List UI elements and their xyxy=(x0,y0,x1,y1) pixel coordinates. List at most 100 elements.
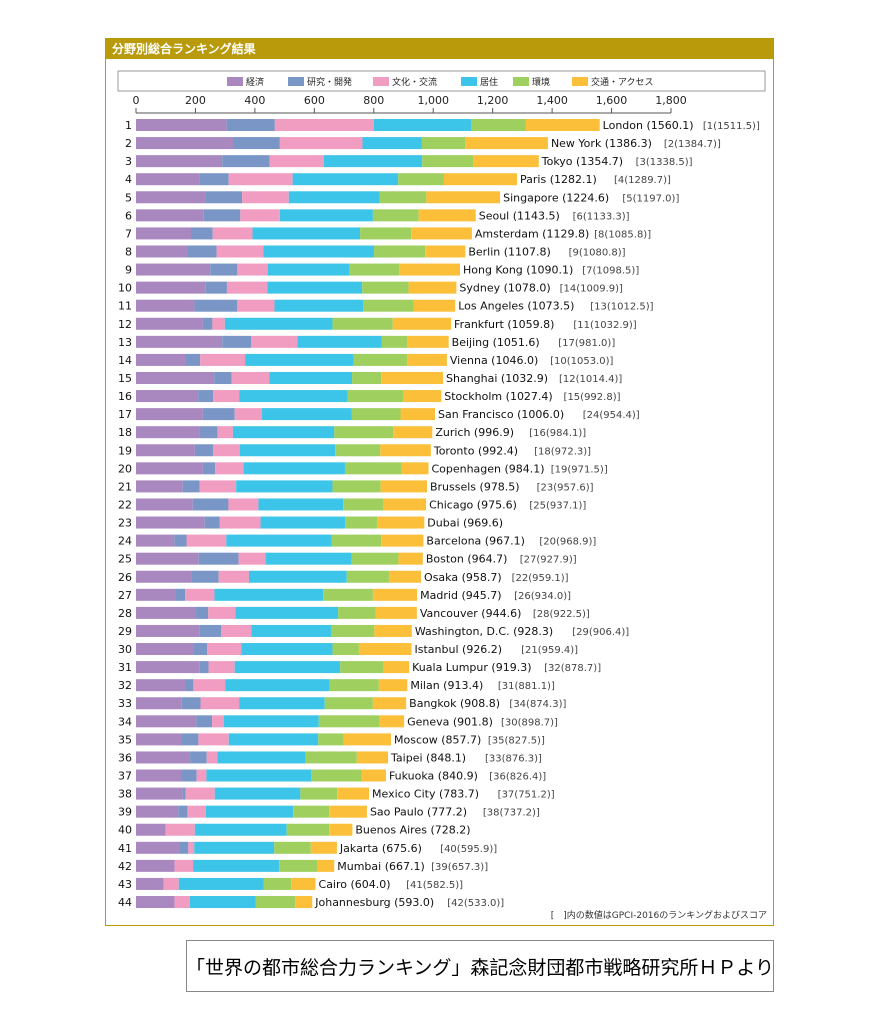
rank-label: 41 xyxy=(118,842,132,855)
bar-segment xyxy=(262,408,352,421)
bar-segment xyxy=(374,624,412,637)
previous-rank-label: [15(992.8)] xyxy=(564,392,621,403)
rank-label: 26 xyxy=(118,571,132,584)
bar-segment xyxy=(214,588,324,601)
rank-label: 32 xyxy=(118,679,132,692)
previous-rank-label: [37(751.2)] xyxy=(498,790,555,801)
city-label: Amsterdam (1129.8) xyxy=(475,227,589,240)
x-tick-label-0: 0 xyxy=(133,94,140,107)
previous-rank-label: [36(826.4)] xyxy=(489,772,546,783)
bar-segment xyxy=(136,408,203,421)
bar-segment xyxy=(251,624,331,637)
bar-segment xyxy=(470,119,526,131)
city-label: Buenos Aires (728.2) xyxy=(355,824,470,837)
bar-segment xyxy=(381,335,408,348)
bar-segment xyxy=(421,137,466,150)
bar-segment xyxy=(380,480,427,493)
bar-segment xyxy=(297,335,382,348)
legend-swatch-5 xyxy=(572,77,588,86)
city-label: Geneva (901.8) xyxy=(407,715,493,728)
bar-segment xyxy=(361,769,386,782)
bar-segment xyxy=(136,588,176,601)
bar-segment xyxy=(286,823,330,836)
rank-label: 40 xyxy=(118,824,132,837)
bar-segment xyxy=(136,534,175,547)
bar-segment xyxy=(136,896,175,909)
bar-segment xyxy=(136,263,211,276)
bar-segment xyxy=(204,516,220,529)
bar-segment xyxy=(358,643,412,656)
bar-segment xyxy=(193,859,280,872)
bar-segment xyxy=(329,823,353,836)
bar-segment xyxy=(263,245,375,258)
rank-label: 33 xyxy=(118,697,132,710)
bar-segment xyxy=(239,444,336,457)
previous-rank-label: [3(1338.5)] xyxy=(636,157,693,168)
bar-segment xyxy=(362,137,422,150)
bar-segment xyxy=(226,281,268,294)
bar-segment xyxy=(292,173,399,186)
city-label: Milan (913.4) xyxy=(410,679,483,692)
bar-segment xyxy=(185,679,194,692)
bar-segment xyxy=(212,317,225,330)
city-label: New York (1386.3) xyxy=(551,137,652,150)
bar-segment xyxy=(232,426,335,439)
bar-segment xyxy=(403,390,442,403)
city-label: Sao Paulo (777.2) xyxy=(370,806,467,819)
bar-segment xyxy=(136,661,200,674)
bar-segment xyxy=(205,281,227,294)
city-label: Seoul (1143.5) xyxy=(479,209,560,222)
bar-segment xyxy=(136,209,204,222)
bar-segment xyxy=(317,859,335,872)
bar-segment xyxy=(218,570,249,583)
bar-segment xyxy=(226,534,332,547)
bar-segment xyxy=(329,805,367,818)
bar-segment xyxy=(190,227,213,240)
legend-box xyxy=(117,70,766,92)
bar-segment xyxy=(187,805,206,818)
bar-segment xyxy=(196,606,209,619)
bar-segment xyxy=(165,823,195,836)
previous-rank-label: [32(878.7)] xyxy=(544,663,601,674)
previous-rank-label: [28(922.5)] xyxy=(533,609,590,620)
bar-segment xyxy=(194,823,287,836)
bar-segment xyxy=(372,588,418,601)
city-label: Sydney (1078.0) xyxy=(459,282,550,295)
city-label: Madrid (945.7) xyxy=(420,589,501,602)
bar-segment xyxy=(237,299,275,312)
bar-segment xyxy=(413,299,456,312)
bar-segment xyxy=(208,661,235,674)
bar-segment xyxy=(267,263,350,276)
bar-segment xyxy=(136,552,199,565)
bar-segment xyxy=(216,245,264,258)
bar-segment xyxy=(202,317,213,330)
previous-rank-label: [38(737.2)] xyxy=(483,808,540,819)
bar-segment xyxy=(252,227,361,240)
city-label: Chicago (975.6) xyxy=(429,498,517,511)
bar-segment xyxy=(343,733,392,746)
rank-label: 14 xyxy=(118,354,132,367)
bar-segment xyxy=(238,552,266,565)
previous-rank-label: [12(1014.4)] xyxy=(559,374,622,385)
bar-segment xyxy=(200,353,246,366)
bar-segment xyxy=(345,516,378,529)
previous-rank-label: [8(1085.8)] xyxy=(594,229,651,240)
bar-segment xyxy=(347,390,404,403)
bar-segment xyxy=(136,679,186,692)
bar-segment xyxy=(274,841,311,854)
bar-segment xyxy=(205,805,294,818)
rank-label: 43 xyxy=(118,878,132,891)
city-label: Washington, D.C. (928.3) xyxy=(415,625,553,638)
bar-segment xyxy=(136,498,193,511)
city-label: Los Angeles (1073.5) xyxy=(458,300,574,313)
bar-segment xyxy=(279,859,318,872)
bar-segment xyxy=(185,787,215,800)
rank-label: 15 xyxy=(118,372,132,385)
bar-segment xyxy=(194,299,238,312)
rank-label: 39 xyxy=(118,806,132,819)
x-tick-label-7: 1,400 xyxy=(536,94,568,107)
bar-segment xyxy=(408,281,457,294)
bar-segment xyxy=(332,317,393,330)
city-label: Copenhagen (984.1) xyxy=(431,462,544,475)
rank-label: 20 xyxy=(118,462,132,475)
